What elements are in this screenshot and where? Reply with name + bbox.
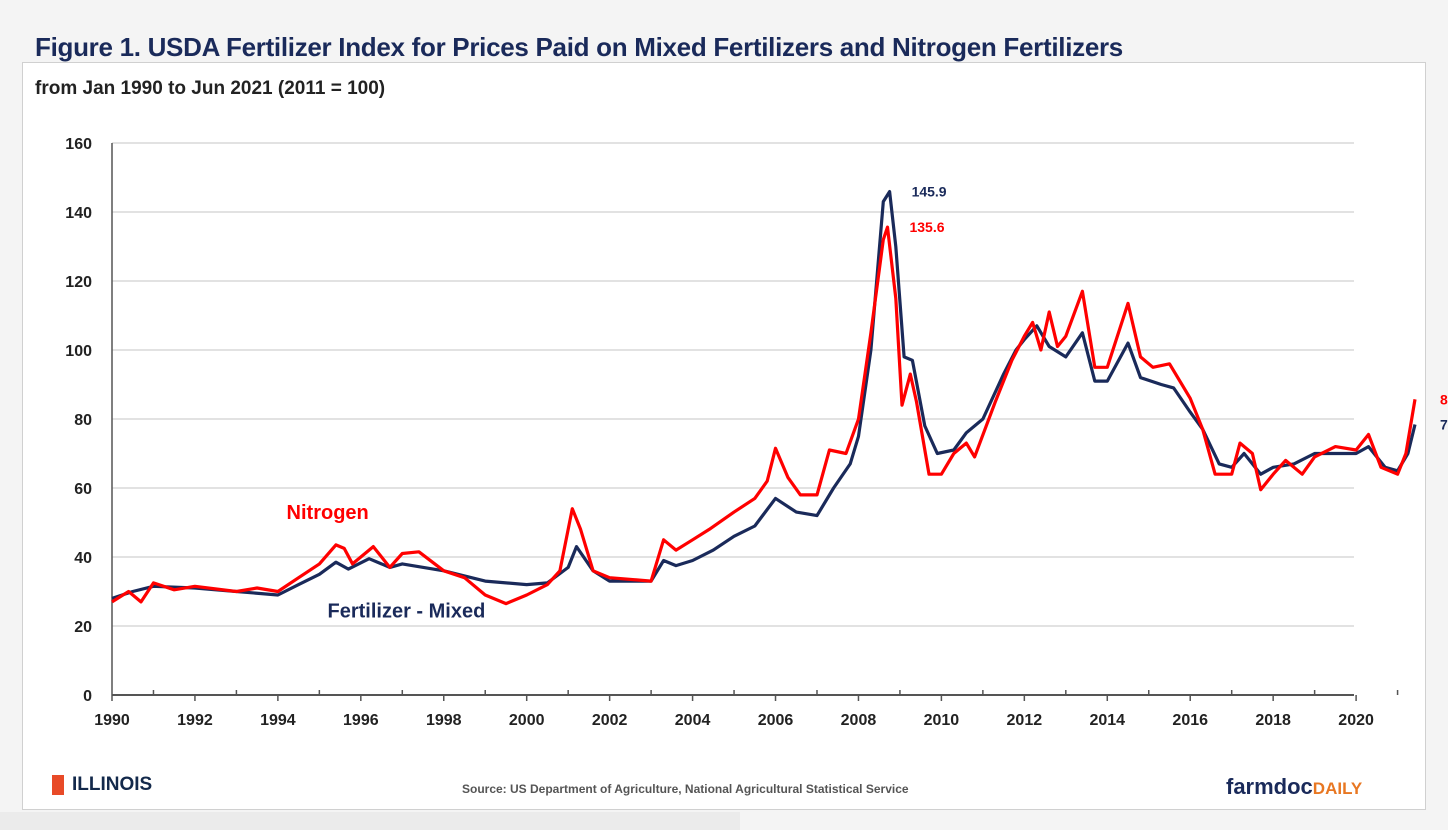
data-label: 135.6 bbox=[909, 219, 944, 235]
x-tick-label: 2018 bbox=[1255, 712, 1291, 729]
y-tick-label: 160 bbox=[65, 136, 92, 153]
data-label: 145.9 bbox=[912, 184, 947, 200]
x-tick-label: 2006 bbox=[758, 712, 794, 729]
x-tick-label: 2004 bbox=[675, 712, 711, 729]
x-tick-label: 1994 bbox=[260, 712, 296, 729]
x-tick-label: 1992 bbox=[177, 712, 213, 729]
y-tick-label: 60 bbox=[74, 481, 92, 498]
farmdoc-daily-logo: farmdocDAILY bbox=[1226, 774, 1362, 800]
series-line-fertilizer-mixed bbox=[111, 190, 1417, 600]
y-tick-label: 20 bbox=[74, 619, 92, 636]
data-label: 78.4 bbox=[1440, 417, 1448, 433]
y-tick-label: 40 bbox=[74, 550, 92, 567]
y-tick-label: 80 bbox=[74, 412, 92, 429]
x-tick-label: 1996 bbox=[343, 712, 379, 729]
x-tick-label: 2016 bbox=[1172, 712, 1208, 729]
data-label: 85.7 bbox=[1440, 391, 1448, 407]
farmdoc-wordmark: farmdoc bbox=[1226, 774, 1313, 799]
page-strip bbox=[0, 812, 740, 830]
y-tick-label: 120 bbox=[65, 274, 92, 291]
y-tick-label: 0 bbox=[83, 688, 92, 705]
x-tick-label: 2014 bbox=[1089, 712, 1125, 729]
y-tick-label: 100 bbox=[65, 343, 92, 360]
x-tick-label: 2000 bbox=[509, 712, 545, 729]
x-tick-label: 2020 bbox=[1338, 712, 1374, 729]
series-label: Nitrogen bbox=[287, 502, 369, 524]
x-tick-label: 1998 bbox=[426, 712, 462, 729]
chart-subtitle: from Jan 1990 to Jun 2021 (2011 = 100) bbox=[35, 78, 386, 99]
chart-title: Figure 1. USDA Fertilizer Index for Pric… bbox=[35, 32, 1123, 62]
daily-wordmark: DAILY bbox=[1312, 779, 1363, 798]
x-tick-label: 1990 bbox=[94, 712, 130, 729]
x-tick-label: 2008 bbox=[841, 712, 877, 729]
illinois-wordmark: ILLINOIS bbox=[72, 774, 153, 795]
series-line-nitrogen bbox=[111, 225, 1417, 606]
figure-card bbox=[22, 62, 1426, 810]
y-tick-label: 140 bbox=[65, 205, 92, 222]
illinois-logo: ILLINOIS bbox=[52, 774, 152, 796]
x-tick-label: 2002 bbox=[592, 712, 628, 729]
x-tick-label: 2012 bbox=[1007, 712, 1043, 729]
series-label: Fertilizer - Mixed bbox=[328, 600, 486, 622]
block-i-icon bbox=[52, 775, 64, 795]
x-tick-label: 2010 bbox=[924, 712, 960, 729]
source-note: Source: US Department of Agriculture, Na… bbox=[462, 782, 909, 796]
